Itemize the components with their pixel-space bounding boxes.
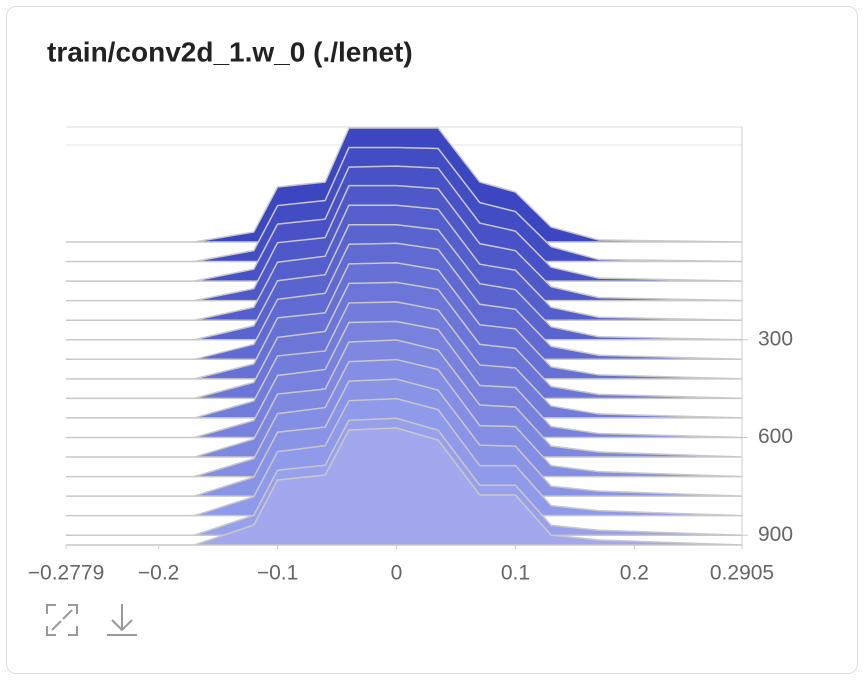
x-tick-label: −0.1 bbox=[257, 562, 298, 585]
x-tick-label: 0.2 bbox=[620, 562, 649, 585]
y-tick-label: 300 bbox=[758, 327, 793, 350]
x-tick-label: −0.2 bbox=[138, 562, 179, 585]
plot bbox=[66, 128, 742, 545]
chart: train/conv2d_1.w_0 (./lenet) 300 600 900 −0… bbox=[0, 0, 868, 682]
x-tick-label: 0 bbox=[391, 562, 403, 585]
y-tick-label: 600 bbox=[758, 425, 793, 448]
x-tick-label: 0.1 bbox=[501, 562, 530, 585]
chart-title: train/conv2d_1.w_0 (./lenet) bbox=[47, 36, 413, 67]
y-tick-label: 900 bbox=[758, 523, 793, 546]
x-tick-label: −0.2779 bbox=[28, 562, 105, 585]
histogram-slice bbox=[66, 428, 742, 545]
download-icon[interactable] bbox=[107, 604, 137, 635]
x-tick-label: 0.2905 bbox=[710, 562, 774, 585]
fullscreen-icon[interactable] bbox=[47, 605, 77, 635]
page: {"chart_data": {"type": "histogram-offse… bbox=[0, 0, 868, 682]
